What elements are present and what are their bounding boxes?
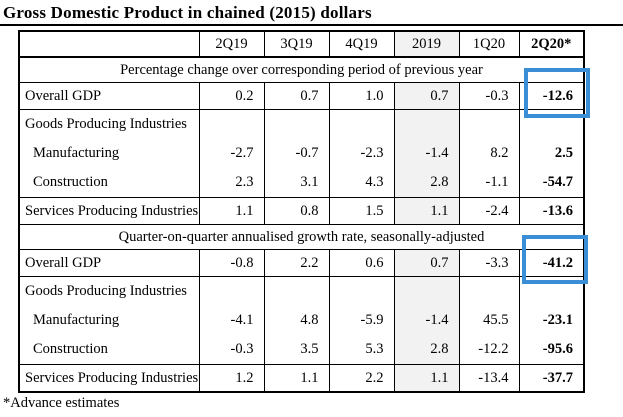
- cell-value: -2.7: [198, 139, 265, 169]
- cell-value: -1.4: [393, 306, 460, 336]
- footnote: *Advance estimates: [3, 395, 120, 411]
- cell-value: 0.7: [393, 249, 460, 277]
- cell-value: 1.5: [328, 197, 395, 225]
- cell-value: 45.5: [458, 306, 520, 336]
- section-header-qoq: Quarter-on-quarter annualised growth rat…: [18, 224, 585, 250]
- col-header-2019: 2019: [393, 30, 460, 58]
- cell-value: -0.8: [198, 249, 265, 277]
- col-header-3q19: 3Q19: [263, 30, 330, 58]
- cell-value: [518, 276, 585, 307]
- cell-value: 3.1: [263, 168, 330, 198]
- cell-value: 1.1: [393, 364, 460, 393]
- cell-value: 2.8: [393, 168, 460, 198]
- cell-value: 4.8: [263, 306, 330, 336]
- cell-value: 2.5: [518, 139, 585, 169]
- cell-value: 2.3: [198, 168, 265, 198]
- table-row-overall-gdp: Overall GDP -0.8 2.2 0.6 0.7 -3.3 -41.2: [18, 249, 585, 277]
- row-label: Goods Producing Industries: [18, 109, 200, 140]
- cell-value: [328, 276, 395, 307]
- cell-value: 0.7: [263, 82, 330, 110]
- cell-value: 0.2: [198, 82, 265, 110]
- cell-value: 3.5: [263, 335, 330, 365]
- cell-value: 1.1: [393, 197, 460, 225]
- table-row-goods: Goods Producing Industries: [18, 109, 585, 140]
- col-header-4q19: 4Q19: [328, 30, 395, 58]
- cell-value: [458, 276, 520, 307]
- col-header-2q20: 2Q20*: [518, 30, 585, 58]
- col-header-2q19: 2Q19: [198, 30, 265, 58]
- table-row-goods: Goods Producing Industries: [18, 276, 585, 307]
- cell-value: -95.6: [518, 335, 585, 365]
- table-row-services: Services Producing Industries 1.2 1.1 2.…: [18, 364, 585, 393]
- cell-value: -12.2: [458, 335, 520, 365]
- section-header-row: Percentage change over corresponding per…: [18, 56, 585, 83]
- cell-value: 1.1: [198, 197, 265, 225]
- cell-value: [518, 109, 585, 140]
- cell-value: -54.7: [518, 168, 585, 198]
- cell-value: 1.1: [263, 364, 330, 393]
- row-label: Overall GDP: [18, 249, 200, 277]
- cell-value: 4.3: [328, 168, 395, 198]
- cell-value: -1.4: [393, 139, 460, 169]
- cell-value: 0.6: [328, 249, 395, 277]
- row-label: Construction: [18, 168, 200, 198]
- row-label: Goods Producing Industries: [18, 276, 200, 307]
- cell-value: 2.8: [393, 335, 460, 365]
- cell-value: -0.3: [198, 335, 265, 365]
- cell-value: 1.0: [328, 82, 395, 110]
- cell-value: 0.8: [263, 197, 330, 225]
- cell-value: [198, 109, 265, 140]
- cell-value: 2.2: [263, 249, 330, 277]
- table-row-services: Services Producing Industries 1.1 0.8 1.…: [18, 197, 585, 225]
- cell-value: -5.9: [328, 306, 395, 336]
- cell-value: -2.4: [458, 197, 520, 225]
- row-label: Construction: [18, 335, 200, 365]
- cell-value: -3.3: [458, 249, 520, 277]
- section-header-yoy: Percentage change over corresponding per…: [18, 56, 585, 83]
- cell-value: [393, 109, 460, 140]
- cell-value-highlighted: -12.6: [518, 82, 585, 110]
- cell-value: [263, 109, 330, 140]
- section-header-row: Quarter-on-quarter annualised growth rat…: [18, 224, 585, 250]
- cell-value: 2.2: [328, 364, 395, 393]
- cell-value: -0.7: [263, 139, 330, 169]
- cell-value: [198, 276, 265, 307]
- cell-value: [263, 276, 330, 307]
- cell-value: -13.6: [518, 197, 585, 225]
- table-row-construction: Construction -0.3 3.5 5.3 2.8 -12.2 -95.…: [18, 335, 585, 365]
- cell-value: [328, 109, 395, 140]
- cell-value: [393, 276, 460, 307]
- cell-value: -0.3: [458, 82, 520, 110]
- cell-value: [458, 109, 520, 140]
- gdp-table: 2Q19 3Q19 4Q19 2019 1Q20 2Q20* Percentag…: [18, 30, 585, 393]
- table-row-manufacturing: Manufacturing -2.7 -0.7 -2.3 -1.4 8.2 2.…: [18, 139, 585, 169]
- cell-value-highlighted: -41.2: [518, 249, 585, 277]
- cell-value: -2.3: [328, 139, 395, 169]
- table-row-overall-gdp: Overall GDP 0.2 0.7 1.0 0.7 -0.3 -12.6: [18, 82, 585, 110]
- row-label: Manufacturing: [18, 306, 200, 336]
- table-row-construction: Construction 2.3 3.1 4.3 2.8 -1.1 -54.7: [18, 168, 585, 198]
- row-label: Services Producing Industries: [18, 364, 200, 393]
- row-label: Overall GDP: [18, 82, 200, 110]
- cell-value: -1.1: [458, 168, 520, 198]
- page-title: Gross Domestic Product in chained (2015)…: [0, 1, 623, 26]
- cell-value: 0.7: [393, 82, 460, 110]
- cell-value: 1.2: [198, 364, 265, 393]
- cell-value: -4.1: [198, 306, 265, 336]
- cell-value: -23.1: [518, 306, 585, 336]
- row-label: Services Producing Industries: [18, 197, 200, 225]
- cell-value: 5.3: [328, 335, 395, 365]
- column-header-row: 2Q19 3Q19 4Q19 2019 1Q20 2Q20*: [18, 30, 585, 58]
- table-row-manufacturing: Manufacturing -4.1 4.8 -5.9 -1.4 45.5 -2…: [18, 306, 585, 336]
- cell-value: 8.2: [458, 139, 520, 169]
- row-label: Manufacturing: [18, 139, 200, 169]
- col-header-1q20: 1Q20: [458, 30, 520, 58]
- col-header-empty: [18, 30, 200, 58]
- cell-value: -37.7: [518, 364, 585, 393]
- cell-value: -13.4: [458, 364, 520, 393]
